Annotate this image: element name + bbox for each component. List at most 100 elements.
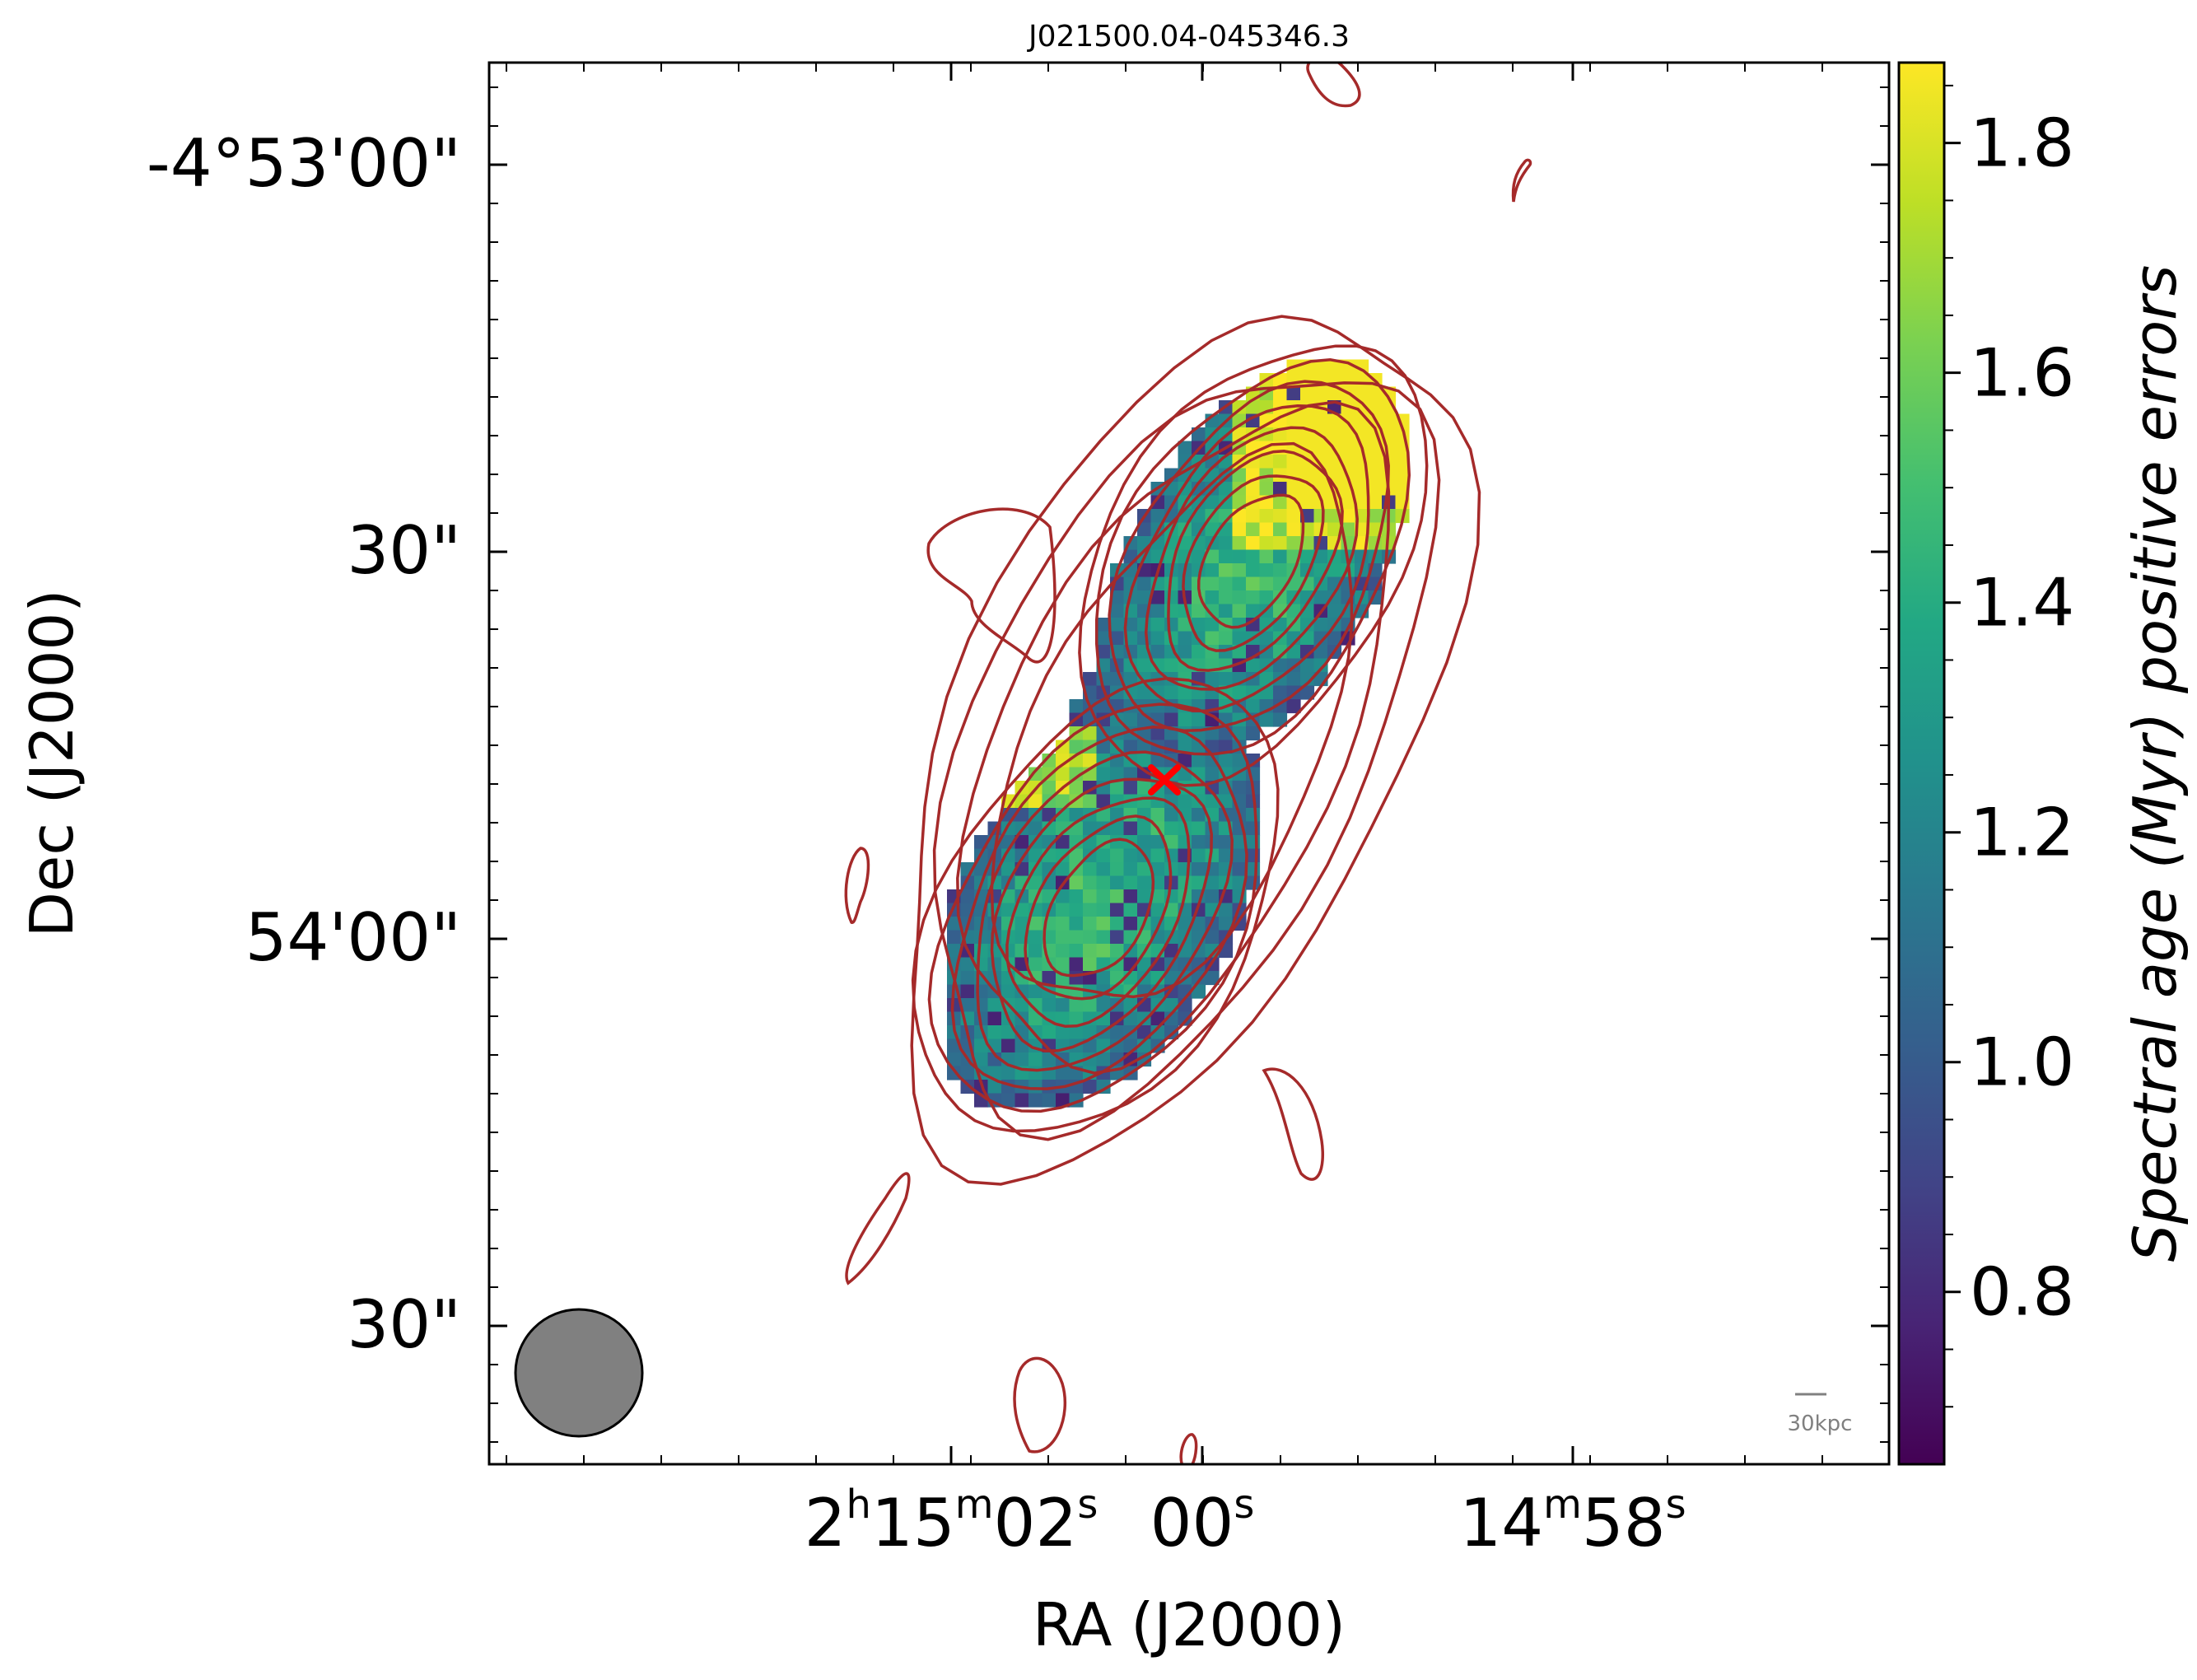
pixel — [1205, 672, 1220, 687]
pixel — [1259, 455, 1274, 469]
y-tick-label: 30" — [347, 512, 461, 589]
pixel — [1042, 835, 1057, 850]
pixel — [1096, 794, 1111, 809]
pixel — [1355, 482, 1369, 497]
pixel — [1273, 455, 1288, 469]
pixel — [1137, 576, 1152, 591]
pixel — [1164, 658, 1179, 673]
pixel — [1096, 930, 1111, 945]
pixel — [1259, 576, 1274, 591]
pixel — [1178, 685, 1192, 700]
pixel — [1110, 917, 1125, 931]
pixel — [1123, 875, 1138, 890]
pixel — [1368, 386, 1383, 401]
pixel — [1232, 536, 1247, 551]
contour-island — [1511, 158, 1532, 203]
pixel — [1368, 495, 1383, 510]
pixel — [1123, 821, 1138, 836]
pixel — [1341, 413, 1355, 428]
pixel — [1001, 1093, 1016, 1108]
pixel — [1096, 618, 1111, 632]
pixel — [1219, 672, 1234, 687]
pixel — [1313, 631, 1328, 646]
contour-north — [1123, 404, 1370, 712]
pixel — [974, 944, 989, 959]
pixel — [1150, 903, 1165, 917]
pixel — [960, 998, 975, 1013]
pixel — [1164, 808, 1179, 823]
colorbar-label: Spectral age (Myr) positive errors — [2120, 265, 2190, 1262]
pixel — [1273, 712, 1288, 727]
pixel — [1015, 998, 1029, 1013]
pixel — [1286, 604, 1301, 618]
pixel — [1246, 536, 1261, 551]
pixel — [1219, 604, 1234, 618]
pixel — [1192, 957, 1206, 972]
contour-north — [1094, 358, 1411, 756]
pixel — [1150, 848, 1165, 863]
pixel — [1300, 536, 1315, 551]
pixel — [1192, 712, 1206, 727]
pixel — [1341, 455, 1355, 469]
pixel — [1069, 875, 1084, 890]
pixel — [1029, 930, 1043, 945]
pixel — [1205, 576, 1220, 591]
pixel — [1056, 903, 1071, 917]
pixel — [1056, 767, 1071, 782]
pixel — [1096, 998, 1111, 1013]
pixel — [1286, 522, 1301, 537]
pixel — [1110, 590, 1125, 605]
pixel — [1137, 522, 1152, 537]
pixel — [1150, 590, 1165, 605]
pixel — [1178, 712, 1192, 727]
pixel — [1259, 590, 1274, 605]
pixel — [1313, 658, 1328, 673]
pixel — [1178, 631, 1192, 646]
pixel — [1313, 645, 1328, 660]
contour-south — [1005, 796, 1191, 1029]
pixel — [1029, 957, 1043, 972]
pixel — [1300, 645, 1315, 660]
pixel — [1096, 944, 1111, 959]
pixel — [1219, 549, 1234, 564]
pixel — [1395, 468, 1410, 483]
pixel — [1219, 468, 1234, 483]
pixel — [947, 930, 962, 945]
pixel — [1096, 848, 1111, 863]
pixel — [1232, 781, 1247, 796]
pixel — [1205, 767, 1220, 782]
pixel — [1056, 740, 1071, 754]
pixel — [1313, 549, 1328, 564]
pixel — [1069, 767, 1084, 782]
pixel — [1137, 862, 1152, 877]
pixel — [1137, 781, 1152, 796]
pixel — [1096, 631, 1111, 646]
pixel — [1300, 413, 1315, 428]
pixel — [1110, 1038, 1125, 1053]
pixel — [1056, 1011, 1071, 1026]
pixel — [1259, 413, 1274, 428]
pixel — [1259, 549, 1274, 564]
pixel — [1286, 509, 1301, 524]
pixel — [1123, 781, 1138, 796]
pixel — [1001, 903, 1016, 917]
colorbar-tick-label: 1.2 — [1970, 795, 2074, 871]
pixel — [1341, 427, 1355, 442]
pixel — [1123, 672, 1138, 687]
pixel — [1096, 875, 1111, 890]
pixel — [1246, 726, 1261, 741]
pixel — [1164, 468, 1179, 483]
pixel — [1069, 1011, 1084, 1026]
pixel — [974, 1038, 989, 1053]
pixel — [1029, 767, 1043, 782]
pixel — [1327, 631, 1342, 646]
x-tick-label: 2h15m02s — [805, 1482, 1098, 1561]
pixel — [960, 1066, 975, 1080]
pixel — [1056, 930, 1071, 945]
pixel — [1110, 821, 1125, 836]
pixel — [1192, 808, 1206, 823]
pixel — [1273, 590, 1288, 605]
pixel — [1015, 1052, 1029, 1067]
pixel — [1150, 495, 1165, 510]
